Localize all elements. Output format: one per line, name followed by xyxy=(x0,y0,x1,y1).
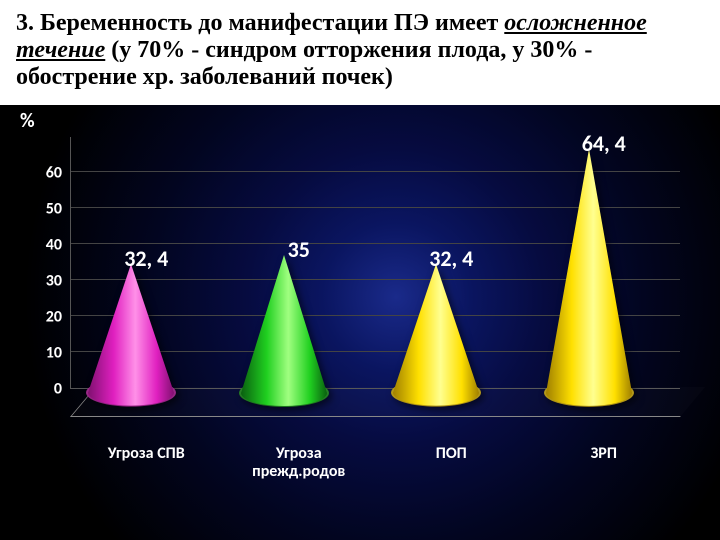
y-tick: 50 xyxy=(46,200,62,219)
cone-bar xyxy=(391,262,511,407)
header-prefix: 3. Беременность до манифестации ПЭ имеет xyxy=(16,10,504,36)
y-tick: 10 xyxy=(46,344,62,363)
y-tick: 60 xyxy=(46,164,62,183)
y-axis-label: % xyxy=(20,109,35,133)
value-label: 35 xyxy=(288,236,310,263)
chart-area: % 0 10 20 30 40 50 60 xyxy=(0,109,720,489)
value-label: 32, 4 xyxy=(124,245,168,272)
y-tick: 30 xyxy=(46,272,62,291)
x-label: Угроза СПВ xyxy=(75,445,218,463)
x-label: Угроза прежд.родов xyxy=(228,445,371,480)
header-block: 3. Беременность до манифестации ПЭ имеет… xyxy=(0,0,720,105)
y-tick: 20 xyxy=(46,308,62,327)
plot-area: 32, 43532, 464, 4 xyxy=(70,137,680,437)
cone-bar xyxy=(544,147,664,407)
x-label: ЗРП xyxy=(533,445,676,463)
value-label: 64, 4 xyxy=(582,130,626,157)
cone-bar xyxy=(239,253,359,407)
y-ticks: 0102030405060 xyxy=(38,137,62,389)
x-label: ПОП xyxy=(380,445,523,463)
header-text: 3. Беременность до манифестации ПЭ имеет… xyxy=(16,10,704,91)
x-labels: Угроза СПВ Угроза прежд.родов ПОП ЗРП xyxy=(70,445,680,487)
cone-bar xyxy=(86,262,206,407)
y-tick: 40 xyxy=(46,236,62,255)
y-tick: 0 xyxy=(54,380,62,399)
value-label: 32, 4 xyxy=(429,245,473,272)
